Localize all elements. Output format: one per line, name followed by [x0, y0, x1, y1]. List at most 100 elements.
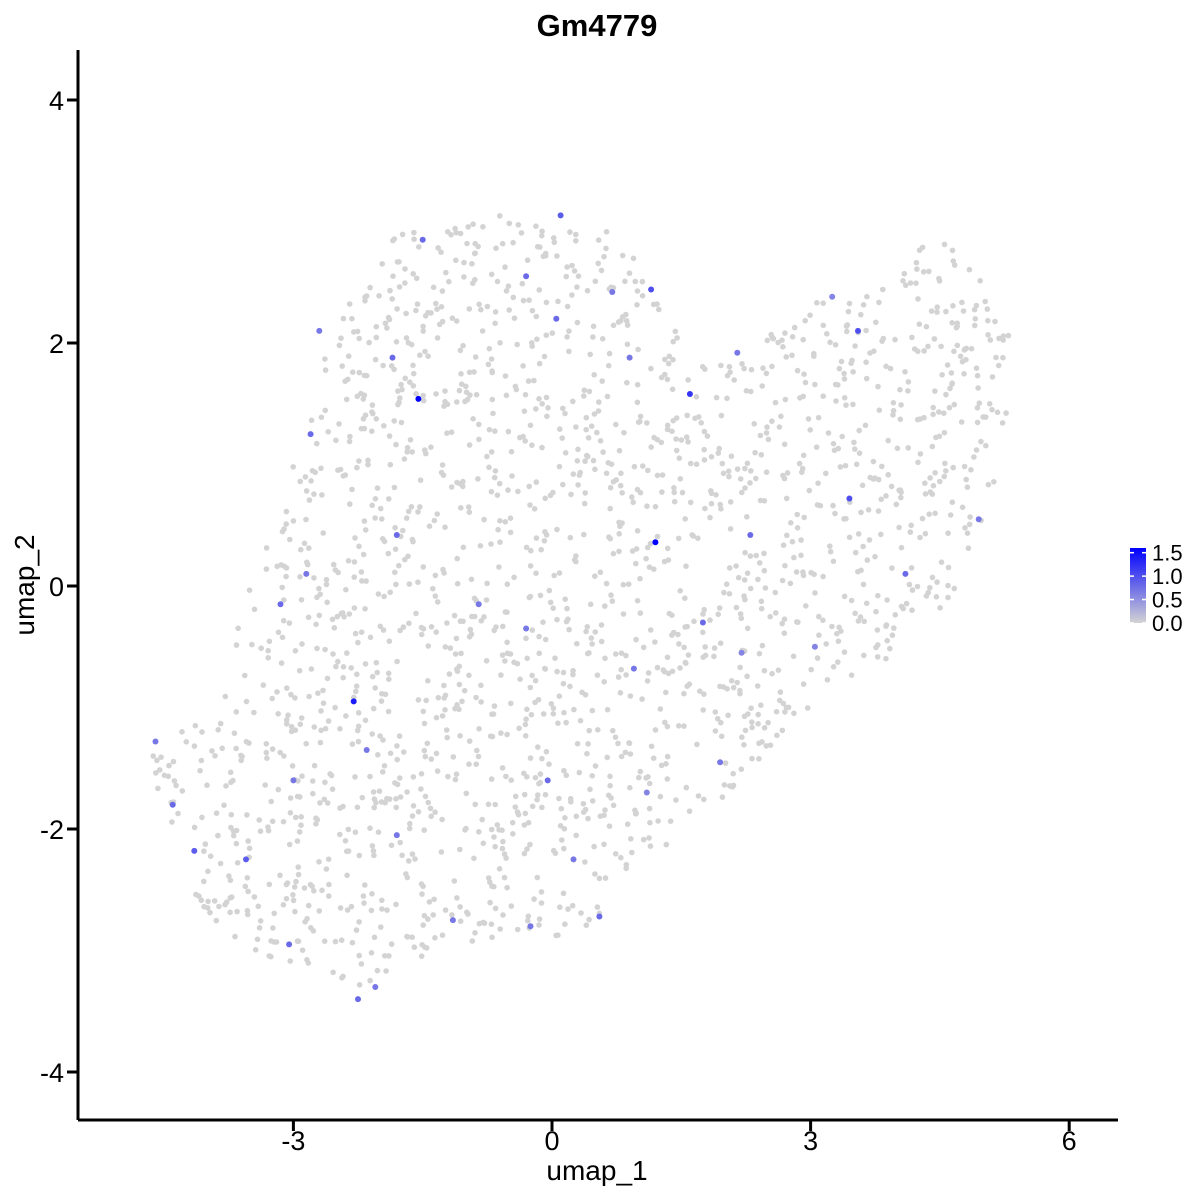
background-point [957, 353, 964, 360]
background-point [263, 741, 270, 747]
background-point [929, 491, 936, 498]
background-point [607, 505, 613, 512]
background-point [432, 935, 438, 941]
background-point [318, 708, 324, 714]
background-point [442, 398, 448, 405]
background-point [878, 531, 884, 538]
background-point [644, 544, 651, 551]
background-point [471, 595, 478, 602]
background-point [407, 437, 414, 443]
background-point [456, 681, 463, 688]
background-point [476, 421, 482, 428]
background-point [488, 488, 495, 495]
background-point [524, 655, 530, 662]
background-point [612, 851, 619, 857]
background-point [421, 827, 428, 833]
background-point [457, 904, 463, 910]
background-point [404, 444, 411, 451]
background-point [283, 895, 290, 902]
background-point [640, 836, 647, 843]
background-point [594, 904, 601, 910]
background-point [823, 641, 829, 647]
background-point [486, 464, 492, 471]
background-point [231, 730, 238, 736]
background-point [583, 922, 590, 928]
background-point [872, 553, 878, 560]
background-point [515, 488, 521, 495]
background-point [454, 668, 461, 674]
background-point [779, 727, 786, 734]
background-point [737, 687, 743, 694]
background-point [937, 478, 943, 485]
background-point [915, 296, 921, 302]
background-point [333, 663, 339, 670]
expressing-point [277, 601, 284, 608]
background-point [321, 938, 328, 944]
background-point [842, 462, 849, 469]
background-point [499, 240, 506, 247]
background-point [472, 801, 479, 808]
background-point [419, 891, 425, 897]
background-point [655, 818, 661, 824]
background-point [645, 467, 651, 474]
background-point [927, 584, 933, 591]
background-point [620, 611, 627, 617]
background-point [198, 897, 205, 904]
background-point [562, 596, 568, 602]
background-point [799, 469, 805, 476]
background-point [536, 916, 543, 922]
background-point [485, 875, 492, 881]
expressing-point [243, 856, 249, 863]
background-point [409, 934, 416, 940]
background-point [295, 871, 302, 878]
background-point [382, 320, 389, 327]
background-point [303, 740, 310, 747]
expressing-point [523, 625, 530, 632]
background-point [564, 303, 571, 310]
background-point [659, 489, 665, 495]
background-point [587, 786, 593, 793]
background-point [158, 754, 164, 760]
background-point [395, 401, 401, 408]
background-point [855, 531, 862, 537]
background-point [542, 791, 549, 798]
background-point [916, 321, 923, 328]
background-point [450, 754, 457, 760]
background-point [652, 503, 659, 510]
background-point [433, 629, 440, 635]
background-point [520, 363, 526, 369]
background-point [814, 502, 821, 508]
background-point [897, 416, 904, 423]
background-point [646, 564, 653, 570]
background-point [380, 769, 386, 775]
background-point [389, 296, 396, 302]
background-point [371, 852, 377, 859]
background-point [322, 367, 329, 373]
background-point [920, 269, 927, 275]
background-point [749, 719, 755, 725]
background-point [965, 545, 972, 551]
background-point [365, 457, 371, 464]
background-point [422, 313, 429, 319]
background-point [255, 903, 262, 910]
background-point [610, 479, 617, 485]
background-point [864, 293, 870, 300]
background-point [369, 731, 376, 737]
background-point [269, 818, 276, 825]
background-point [440, 472, 447, 479]
background-point [496, 564, 502, 570]
background-point [370, 789, 377, 795]
background-point [504, 731, 510, 738]
background-point [573, 832, 579, 839]
background-point [233, 827, 240, 834]
background-point [769, 418, 775, 425]
background-point [675, 631, 681, 638]
background-point [660, 667, 667, 673]
background-point [753, 552, 759, 559]
background-point [734, 679, 740, 686]
background-point [448, 484, 455, 490]
background-point [613, 421, 619, 428]
background-point [602, 655, 608, 662]
background-point [452, 705, 458, 712]
background-point [529, 307, 536, 314]
